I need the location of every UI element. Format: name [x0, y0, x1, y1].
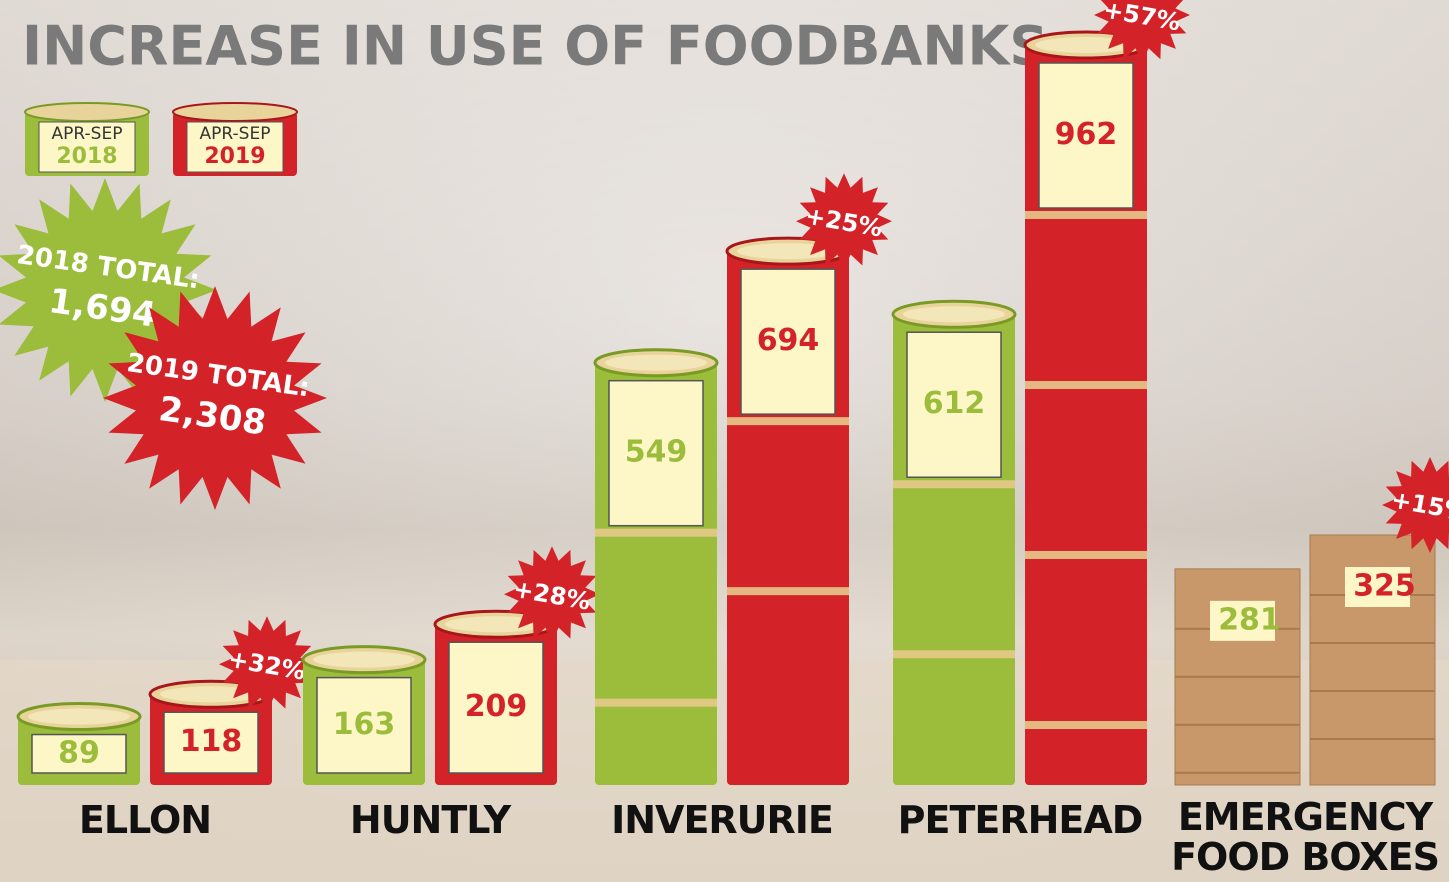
can-lid-inner — [313, 651, 415, 668]
legend-period: APR-SEP — [52, 124, 123, 144]
can-lid-inner — [605, 354, 707, 371]
can-label — [448, 641, 544, 774]
category-label: HUNTLY — [349, 798, 511, 842]
legend-label — [186, 121, 284, 173]
can-label — [1038, 62, 1134, 209]
category-label: EMERGENCY FOOD BOXES — [1171, 795, 1440, 879]
legend-name: 2018 — [56, 144, 117, 169]
value-label: 89 — [58, 735, 100, 770]
can-ring — [1025, 551, 1147, 559]
can-ring — [595, 698, 717, 707]
can-body — [1025, 45, 1147, 785]
value-label: 325 — [1353, 569, 1416, 604]
value-label: 118 — [180, 724, 243, 759]
can-ring — [595, 528, 717, 537]
value-label: 694 — [757, 323, 820, 358]
can-label — [608, 379, 704, 527]
can-label — [316, 676, 412, 774]
can-ring — [1025, 721, 1147, 729]
can-ring — [727, 587, 849, 596]
change-burst — [796, 173, 892, 270]
can-label — [906, 331, 1002, 478]
can-label — [740, 268, 836, 415]
can-lid-inner — [28, 708, 130, 725]
value-label: 549 — [625, 435, 688, 470]
total-burst — [103, 286, 327, 510]
can-ring — [893, 650, 1015, 659]
can-label — [31, 733, 127, 774]
value-label: 612 — [923, 386, 986, 421]
can-lid-inner — [903, 306, 1005, 323]
legend-period: APR-SEP — [200, 124, 271, 144]
box-label — [1345, 567, 1410, 607]
value-label: 281 — [1218, 602, 1281, 637]
can-ring — [1025, 381, 1147, 389]
change-burst — [1094, 0, 1190, 63]
category-label: INVERURIE — [611, 798, 834, 842]
can-ring — [1025, 211, 1147, 219]
can-label — [163, 711, 259, 774]
box-label — [1210, 600, 1275, 641]
category-label: ELLON — [78, 798, 212, 842]
can-ring — [893, 480, 1015, 489]
legend-lid — [24, 102, 150, 122]
legend-lid — [172, 102, 298, 122]
change-burst — [219, 616, 315, 713]
chart-title: INCREASE IN USE OF FOODBANKS — [22, 15, 1048, 78]
value-label: 163 — [333, 707, 396, 742]
legend-name: 2019 — [204, 144, 265, 169]
value-label: 962 — [1055, 117, 1118, 152]
can-ring — [727, 417, 849, 426]
change-burst — [1382, 457, 1449, 553]
category-label: PETERHEAD — [897, 798, 1144, 842]
value-label: 209 — [465, 689, 528, 724]
change-burst — [504, 546, 600, 643]
legend-label — [38, 121, 136, 173]
